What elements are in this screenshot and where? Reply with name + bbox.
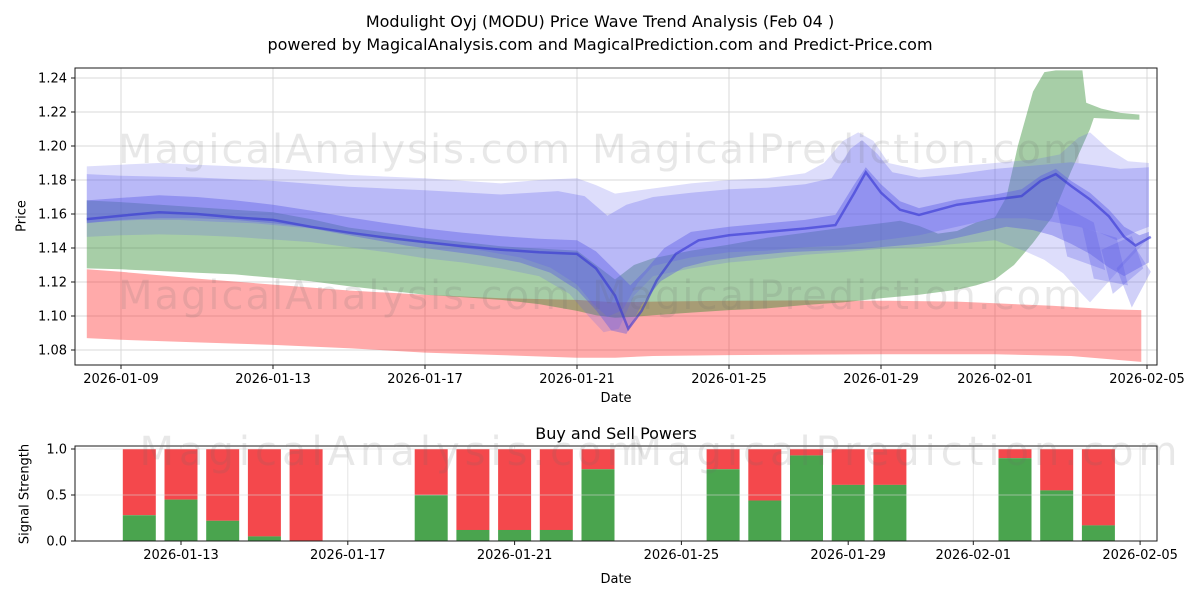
buy-power-bar [706,469,740,542]
x-tick-label: 2026-02-01 [957,372,1033,387]
buy-power-bar [873,484,907,541]
y-tick-label: 1.18 [38,174,67,189]
y-tick-label: 1.22 [38,106,67,121]
blue-wave-fragment [1055,202,1106,271]
price-plot-border [74,67,1158,366]
sell-power-bar [706,449,740,470]
x-tick-label: 2026-02-01 [936,548,1012,563]
buy-power-bar [1040,490,1074,541]
buy-power-bar [831,484,865,541]
buy-power-bar [498,529,532,541]
sell-power-bar [1081,449,1115,526]
buy-power-bar [456,529,490,541]
buy-power-bar [206,520,240,541]
x-tick-label: 2026-01-17 [310,548,386,563]
buy-power-bar [414,495,448,541]
sell-power-bar [456,449,490,530]
y-tick-label: 1.0 [46,443,67,458]
sell-power-bar [748,449,782,501]
sell-power-bar [998,449,1032,459]
chart-title-line2: powered by MagicalAnalysis.com and Magic… [267,35,933,54]
bar-chart-title: Buy and Sell Powers [535,424,697,443]
blue-wave-band [86,132,1149,333]
x-tick-label: 2026-01-13 [143,548,219,563]
sell-power-bar [581,449,615,470]
x-tick-label: 2026-01-25 [691,372,767,387]
sell-power-bar [498,449,532,530]
buy-power-bar [998,458,1032,541]
buy-power-bar [247,536,281,541]
blue-wave-fragment [1101,236,1144,294]
x-tick-label: 2026-01-29 [810,548,886,563]
sell-power-bar [790,449,823,456]
y-tick-label: 1.16 [38,208,67,223]
y-tick-label: 1.12 [38,276,67,291]
date-axis-label-bottom: Date [600,572,632,587]
sell-power-bar [831,449,865,485]
chart-title: Modulight Oyj (MODU) Price Wave Trend An… [0,10,1200,56]
sell-power-bar [247,449,281,537]
sell-power-bar [122,449,156,516]
y-tick-label: 0.0 [46,535,67,550]
x-tick-label: 2026-01-21 [539,372,615,387]
buy-power-bar [581,469,615,542]
x-tick-label: 2026-01-13 [235,372,311,387]
buy-power-bar [164,499,198,541]
date-axis-label-top: Date [600,391,632,406]
buy-power-bar [1081,525,1115,541]
buy-power-bar [748,500,782,542]
price-core-line [86,170,1152,332]
y-tick-label: 1.24 [38,72,67,87]
sell-power-bar [206,449,240,521]
y-tick-label: 1.10 [38,310,67,325]
x-tick-label: 2026-01-29 [843,372,919,387]
signal-plot-border [74,445,1158,542]
red-support-band [86,269,1142,362]
chart-title-line1: Modulight Oyj (MODU) Price Wave Trend An… [365,12,835,31]
buy-power-bar [790,455,823,542]
green-trend-band [86,70,1140,318]
blue-wave-band [86,167,1149,334]
y-tick-label: 1.14 [38,242,67,257]
sell-power-bar [539,449,573,530]
sell-power-bar [1040,449,1074,491]
x-tick-label: 2026-02-05 [1109,372,1185,387]
x-tick-label: 2026-01-25 [644,548,720,563]
blue-wave-fragment [1116,248,1151,308]
x-tick-label: 2026-01-09 [83,372,159,387]
sell-power-bar [414,449,448,495]
buy-power-bar [539,529,573,541]
sell-power-bar [164,449,198,500]
sell-power-bar [873,449,907,485]
y-tick-label: 0.5 [46,489,67,504]
y-tick-label: 1.20 [38,140,67,155]
blue-wave-band [86,140,1149,317]
x-tick-label: 2026-02-05 [1102,548,1178,563]
blue-wave-fragment [1082,227,1128,286]
x-tick-label: 2026-01-17 [387,372,463,387]
x-tick-label: 2026-01-21 [477,548,553,563]
buy-power-bar [122,515,156,542]
y-tick-label: 1.08 [38,344,67,359]
